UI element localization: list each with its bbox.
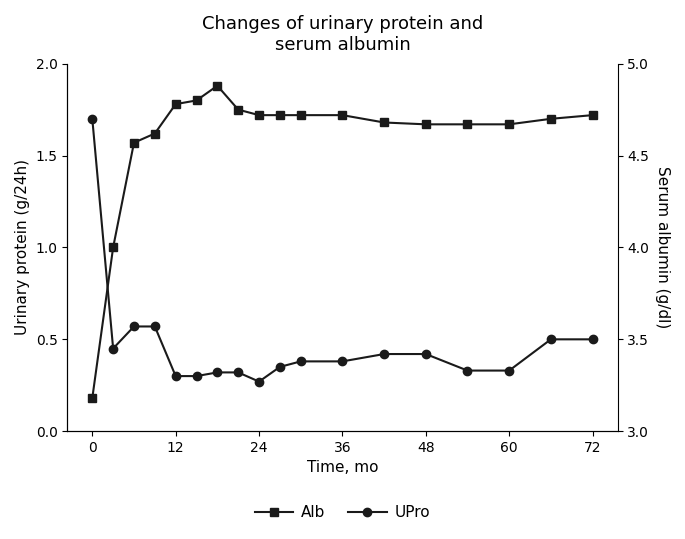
Alb [192,97,201,103]
UPro [234,369,242,376]
UPro [109,345,117,352]
Alb [109,244,117,251]
UPro [88,115,97,122]
UPro [297,358,305,364]
Alb [505,121,513,128]
UPro [192,373,201,379]
UPro [276,364,284,370]
UPro [255,378,263,385]
UPro [213,369,221,376]
Alb [588,112,597,119]
Alb [171,101,179,107]
UPro [547,336,555,343]
Y-axis label: Urinary protein (g/24h): Urinary protein (g/24h) [15,160,30,335]
Legend: Alb, UPro: Alb, UPro [249,499,436,526]
Alb [88,395,97,402]
Line: Alb: Alb [88,81,597,402]
Alb [297,112,305,119]
UPro [505,368,513,374]
UPro [463,368,471,374]
Alb [380,119,388,126]
UPro [380,351,388,357]
Alb [463,121,471,128]
Y-axis label: Serum albumin (g/dl): Serum albumin (g/dl) [655,167,670,329]
Alb [338,112,347,119]
UPro [422,351,430,357]
Alb [151,130,159,137]
UPro [130,323,138,330]
Alb [276,112,284,119]
X-axis label: Time, mo: Time, mo [307,460,378,475]
Alb [255,112,263,119]
Alb [422,121,430,128]
UPro [171,373,179,379]
Alb [547,115,555,122]
UPro [588,336,597,343]
Alb [213,82,221,89]
Alb [234,106,242,113]
UPro [151,323,159,330]
UPro [338,358,347,364]
Line: UPro: UPro [88,115,597,386]
Alb [130,140,138,146]
Title: Changes of urinary protein and
serum albumin: Changes of urinary protein and serum alb… [202,15,483,54]
